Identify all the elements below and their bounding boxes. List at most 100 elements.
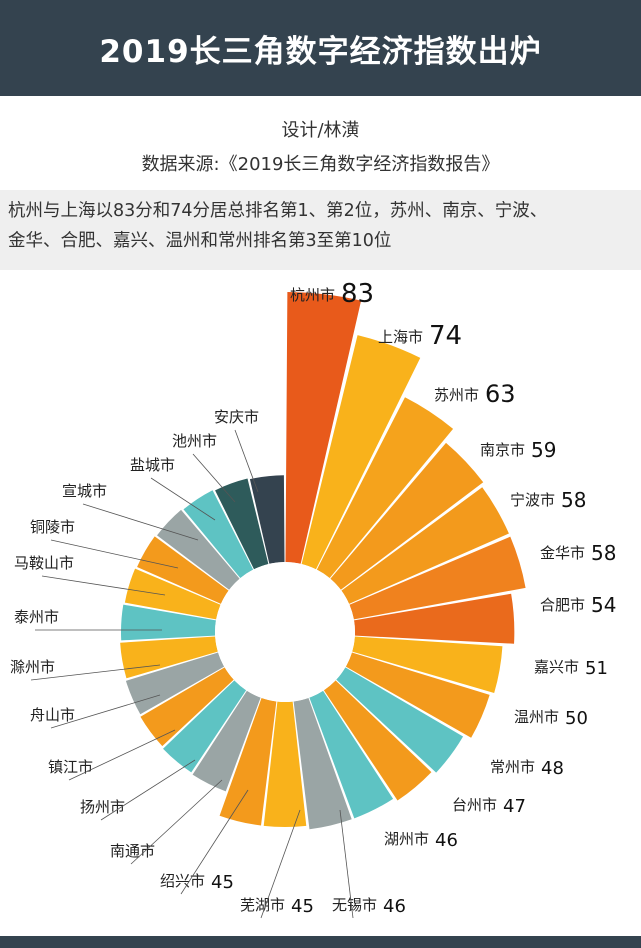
city-label: 湖州市 (384, 830, 429, 848)
label-2: 上海市 74 (378, 321, 462, 351)
label-6: 金华市 58 (540, 541, 616, 565)
bar-3 (316, 397, 454, 579)
value-label: 58 (561, 488, 586, 512)
designer-credit: 设计/林潢 (281, 120, 360, 141)
bar-10 (336, 667, 464, 773)
bar-16 (192, 690, 261, 792)
leader-line (82, 503, 199, 541)
label-11: 台州市 47 (452, 796, 526, 817)
label-16: 南通市 (110, 779, 223, 865)
city-label: 马鞍山市 (14, 554, 74, 572)
footer-bar (0, 936, 641, 948)
leader-line (30, 664, 161, 681)
bar-11 (323, 680, 432, 801)
value-label: 48 (541, 758, 564, 779)
city-label: 铜陵市 (30, 518, 75, 536)
label-13: 无锡市 46 (332, 809, 406, 919)
value-label: 51 (585, 658, 608, 679)
city-label: 合肥市 (540, 596, 585, 614)
label-15: 绍兴市 45 (160, 789, 249, 895)
leader-line (150, 477, 216, 521)
value-label: 45 (291, 896, 314, 917)
leader-line (339, 809, 354, 919)
city-label: 安庆市 (214, 408, 259, 426)
city-label: 镇江市 (48, 758, 93, 776)
label-20: 滁州市 (10, 658, 161, 681)
bar-4 (330, 442, 484, 590)
label-10: 常州市 48 (490, 758, 564, 779)
label-19: 舟山市 (30, 694, 161, 729)
bar-17 (163, 680, 247, 773)
bar-8 (352, 636, 503, 694)
label-4: 南京市 59 (480, 438, 556, 462)
header-bar: 2019长三角数字经济指数出炉 (0, 0, 641, 96)
label-17: 扬州市 (80, 759, 196, 821)
value-label: 46 (383, 896, 406, 917)
value-label: 45 (211, 872, 234, 893)
value-label: 83 (341, 279, 374, 309)
city-label: 池州市 (172, 432, 217, 450)
city-label: 芜湖市 (240, 896, 285, 914)
label-3: 苏州市 63 (434, 380, 516, 408)
bar-15 (219, 697, 277, 826)
leader-line (130, 779, 223, 865)
page-title: 2019长三角数字经济指数出炉 (99, 33, 542, 70)
summary-box: 杭州与上海以83分和74分居总排名第1、第2位，苏州、南京、宁波、 金华、合肥、… (0, 190, 641, 270)
bar-24 (157, 509, 240, 590)
bar-5 (341, 487, 509, 604)
leader-line (41, 575, 166, 596)
leader-line (192, 453, 236, 503)
bar-23 (137, 536, 229, 604)
summary-text: 杭州与上海以83分和74分居总排名第1、第2位，苏州、南京、宁波、 金华、合肥、… (8, 196, 633, 256)
label-8: 嘉兴市 51 (534, 658, 608, 679)
bar-2 (301, 335, 421, 570)
city-label: 无锡市 (332, 896, 377, 914)
bar-13 (293, 697, 352, 830)
label-5: 宁波市 58 (510, 488, 586, 512)
city-label: 苏州市 (434, 386, 479, 404)
label-21: 泰州市 (14, 608, 162, 631)
city-label: 南京市 (480, 441, 525, 459)
leader-line (50, 539, 179, 569)
bar-1 (285, 292, 362, 564)
label-27: 安庆市 (214, 408, 259, 493)
value-label: 63 (485, 380, 516, 408)
leader-line (100, 759, 196, 821)
city-label: 泰州市 (14, 608, 59, 626)
bar-19 (125, 652, 225, 715)
summary-line-1: 杭州与上海以83分和74分居总排名第1、第2位，苏州、南京、宁波、 (8, 201, 548, 221)
value-label: 47 (503, 796, 526, 817)
city-label: 盐城市 (130, 456, 175, 474)
city-label: 杭州市 (290, 286, 335, 304)
value-label: 74 (429, 321, 462, 351)
leader-line (68, 729, 176, 781)
city-label: 宣城市 (62, 482, 107, 500)
bar-25 (183, 490, 254, 579)
bar-14 (263, 701, 307, 827)
bar-9 (345, 652, 490, 738)
bar-7 (354, 593, 515, 644)
city-label: 台州市 (452, 796, 497, 814)
value-label: 54 (591, 593, 616, 617)
label-25: 盐城市 (130, 456, 216, 521)
city-label: 舟山市 (30, 706, 75, 724)
label-12: 湖州市 46 (384, 830, 458, 851)
radial-bar-chart: 杭州市 83 上海市 74 苏州市 63 南京市 59 宁波市 58 金华市 58 合肥市 54 嘉兴市 51… (10, 279, 616, 919)
summary-line-2: 金华、合肥、嘉兴、温州和常州排名第3至第10位 (8, 231, 392, 251)
label-14: 芜湖市 45 (240, 809, 314, 919)
data-source: 数据来源:《2019长三角数字经济指数报告》 (141, 154, 500, 175)
city-label: 温州市 (514, 708, 559, 726)
bar-6 (349, 536, 526, 620)
bar-21 (121, 604, 216, 641)
leader-line (180, 789, 249, 895)
label-18: 镇江市 (48, 729, 176, 781)
label-9: 温州市 50 (514, 708, 588, 729)
value-label: 46 (435, 830, 458, 851)
label-1: 杭州市 83 (290, 279, 374, 309)
city-label: 南通市 (110, 842, 155, 860)
label-23: 铜陵市 (30, 518, 179, 569)
bar-27 (249, 475, 285, 564)
city-label: 绍兴市 (160, 872, 205, 890)
city-label: 嘉兴市 (534, 658, 579, 676)
center-hole (215, 562, 355, 702)
